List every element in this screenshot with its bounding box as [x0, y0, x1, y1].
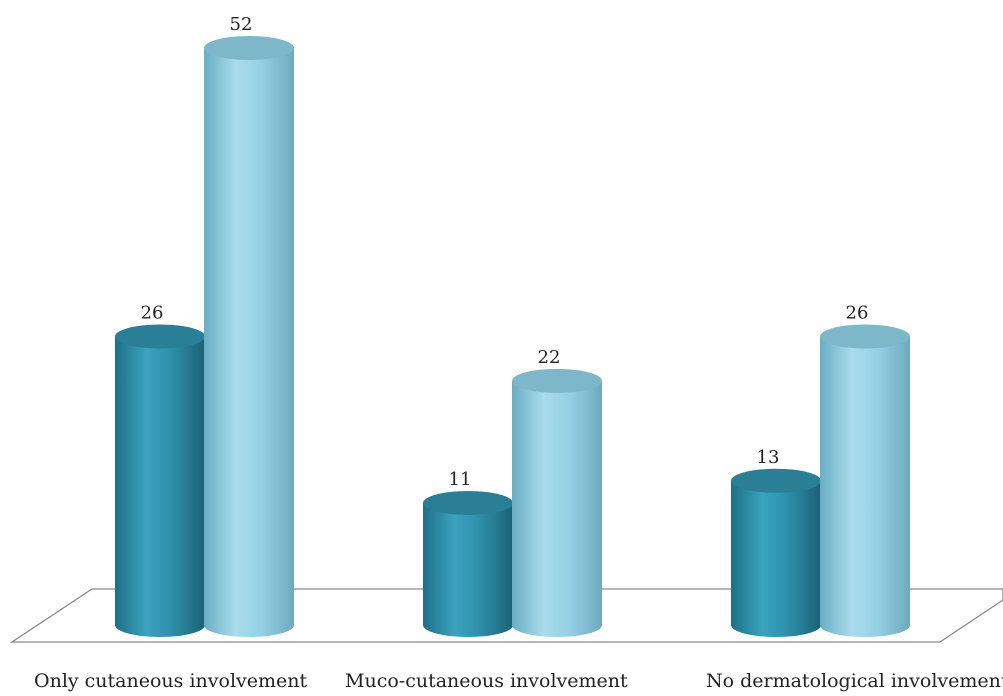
bar-body — [115, 336, 205, 637]
bar-body — [512, 380, 602, 637]
value-label: 13 — [757, 447, 780, 468]
bar-dark-1 — [423, 490, 513, 637]
bar-dark-2 — [731, 468, 821, 637]
value-labels-group: 26 52 11 22 13 26 — [141, 14, 869, 490]
bar-body — [731, 480, 821, 637]
value-label: 22 — [538, 347, 561, 368]
bar-top — [820, 324, 910, 349]
bar-top — [731, 468, 821, 493]
bar-body — [204, 48, 294, 637]
bar-body — [423, 502, 513, 637]
value-label: 26 — [846, 303, 869, 324]
bar-light-1 — [512, 368, 602, 637]
bars-group — [115, 36, 910, 637]
bar-light-2 — [820, 324, 910, 637]
category-label: Muco-cutaneous involvement — [345, 670, 628, 692]
value-label: 11 — [449, 469, 472, 490]
category-label: No dermatological involvement — [706, 670, 1003, 692]
bar-light-0 — [204, 36, 294, 637]
value-label: 52 — [230, 14, 253, 35]
bar-top — [115, 324, 205, 349]
value-label: 26 — [141, 303, 164, 324]
bar-top — [423, 490, 513, 515]
bar-top — [512, 368, 602, 393]
bar-body — [820, 336, 910, 637]
bar-dark-0 — [115, 324, 205, 637]
bar-top — [204, 36, 294, 60]
category-label: Only cutaneous involvement — [34, 670, 308, 692]
